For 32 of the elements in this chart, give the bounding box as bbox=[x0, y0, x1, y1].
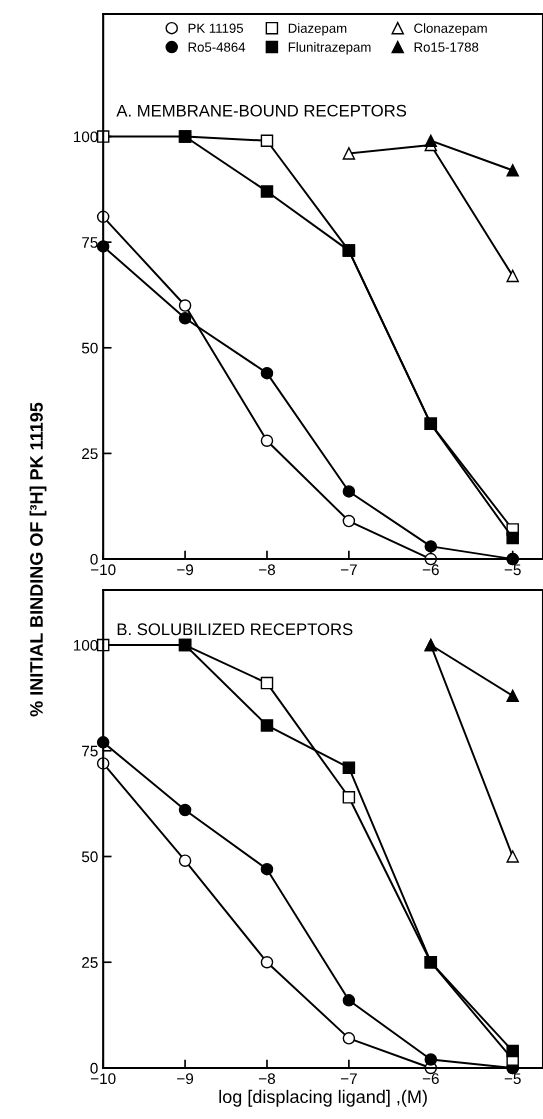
x-tick-label: −10 bbox=[90, 564, 116, 576]
y-tick-label: 50 bbox=[81, 342, 98, 354]
y-tick-label: 0 bbox=[90, 1062, 98, 1074]
legend-label: Diazepam bbox=[288, 23, 347, 36]
y-tick-label: 100 bbox=[73, 131, 98, 143]
x-tick-label: −6 bbox=[422, 1073, 439, 1085]
x-tick-label: −7 bbox=[340, 1073, 357, 1084]
x-tick-label: −6 bbox=[422, 564, 439, 576]
x-tick-label: −10 bbox=[90, 1073, 116, 1085]
legend-label: Ro15-1788 bbox=[414, 42, 479, 52]
x-tick-label: −8 bbox=[259, 1073, 276, 1085]
y-tick-label: 75 bbox=[82, 237, 98, 248]
text: A. MEMBRANE-BOUND RECEPTORS bbox=[116, 104, 407, 117]
x-tick-label: −5 bbox=[504, 1073, 521, 1085]
y-axis-title: % INITIAL BINDING OF [³H] PK 11195 bbox=[29, 402, 47, 717]
y-tick-label: 75 bbox=[82, 745, 98, 757]
x-axis-title: log [displacing ligand] ,(M) bbox=[219, 1089, 427, 1107]
legend-label: Ro5-4864 bbox=[188, 42, 246, 52]
y-tick-label: 100 bbox=[73, 639, 98, 651]
y-tick-label: 50 bbox=[81, 851, 98, 863]
y-tick-label: 25 bbox=[82, 957, 98, 968]
text: B. SOLUBILIZED RECEPTORS bbox=[117, 623, 353, 636]
x-tick-label: −9 bbox=[177, 1073, 194, 1085]
y-tick-label: 0 bbox=[90, 553, 98, 565]
legend-label: Flunitrazepam bbox=[288, 42, 371, 55]
x-tick-label: −8 bbox=[259, 564, 276, 576]
legend-label: Clonazepam bbox=[414, 23, 487, 36]
y-tick-label: 25 bbox=[82, 448, 98, 460]
x-tick-label: −7 bbox=[340, 564, 357, 575]
legend-label: PK 11195 bbox=[188, 23, 244, 33]
x-tick-label: −9 bbox=[177, 564, 194, 576]
x-tick-label: −5 bbox=[504, 564, 521, 576]
